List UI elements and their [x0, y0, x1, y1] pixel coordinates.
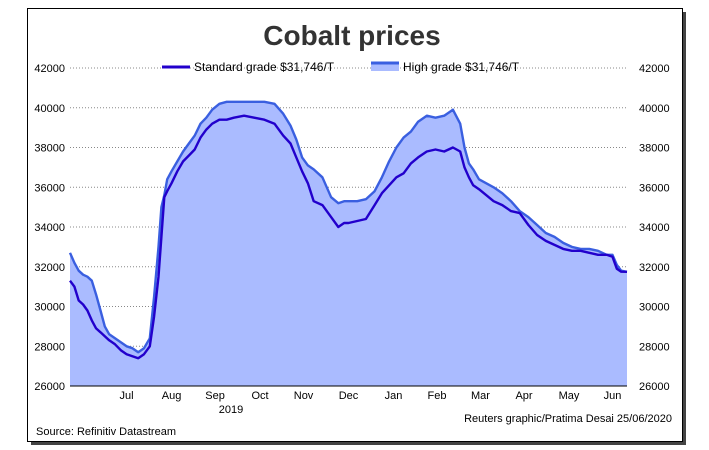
x-tick-label: Oct [251, 390, 268, 402]
x-tick-label: Jan [385, 390, 403, 402]
legend: Standard grade $31,746/T High grade $31,… [162, 60, 520, 74]
x-tick-label: Aug [162, 390, 182, 402]
price-area [70, 101, 627, 387]
y-tick-label-left: 26000 [34, 381, 65, 393]
chart-title: Cobalt prices [263, 20, 440, 51]
frame-shadow-right [683, 12, 686, 444]
y-tick-label-left: 40000 [34, 103, 65, 115]
y-tick-label-left: 30000 [34, 302, 65, 314]
y-tick-label-right: 42000 [639, 63, 670, 75]
x-tick-label: Sep [205, 390, 225, 402]
legend-standard-label: Standard grade $31,746/T [194, 60, 335, 74]
frame-shadow-bottom [31, 442, 686, 445]
x-tick-label: May [559, 390, 580, 402]
x-tick-label: Jul [120, 390, 134, 402]
legend-high-label: High grade $31,746/T [403, 60, 520, 74]
x-tick-label: Feb [427, 390, 446, 402]
price-lines [68, 100, 628, 360]
source-note: Source: Refinitiv Datastream [36, 426, 176, 438]
y-tick-label-left: 32000 [34, 262, 65, 274]
y-tick-label-left: 28000 [34, 341, 65, 353]
y-tick-label-right: 38000 [639, 143, 670, 155]
y-tick-label-right: 28000 [639, 341, 670, 353]
x-tick-label: Apr [515, 390, 532, 402]
series-line-standard-grade [69, 114, 628, 360]
x-tick-label: Jun [604, 390, 622, 402]
x-tick-label: Mar [471, 390, 490, 402]
y-tick-label-right: 40000 [639, 103, 670, 115]
y-tick-label-right: 26000 [639, 381, 670, 393]
y-tick-label-right: 36000 [639, 182, 670, 194]
y-tick-label-right: 30000 [639, 302, 670, 314]
x-tick-label: Nov [294, 390, 314, 402]
x-tick-label: Dec [339, 390, 359, 402]
credit-note: Reuters graphic/Pratima Desai 25/06/2020 [464, 413, 672, 425]
series-line-high-grade [68, 100, 628, 354]
x-year-label: 2019 [219, 404, 243, 416]
y-tick-label-left: 42000 [34, 63, 65, 75]
y-tick-label-left: 36000 [34, 182, 65, 194]
price-area-fill [70, 101, 627, 387]
y-tick-label-right: 34000 [639, 222, 670, 234]
y-tick-label-right: 32000 [639, 262, 670, 274]
y-tick-label-left: 34000 [34, 222, 65, 234]
y-tick-label-left: 38000 [34, 143, 65, 155]
axes: 42000 42000 40000 40000 38000 38000 36000 36000… [34, 63, 669, 416]
legend-high-fill [371, 63, 399, 71]
